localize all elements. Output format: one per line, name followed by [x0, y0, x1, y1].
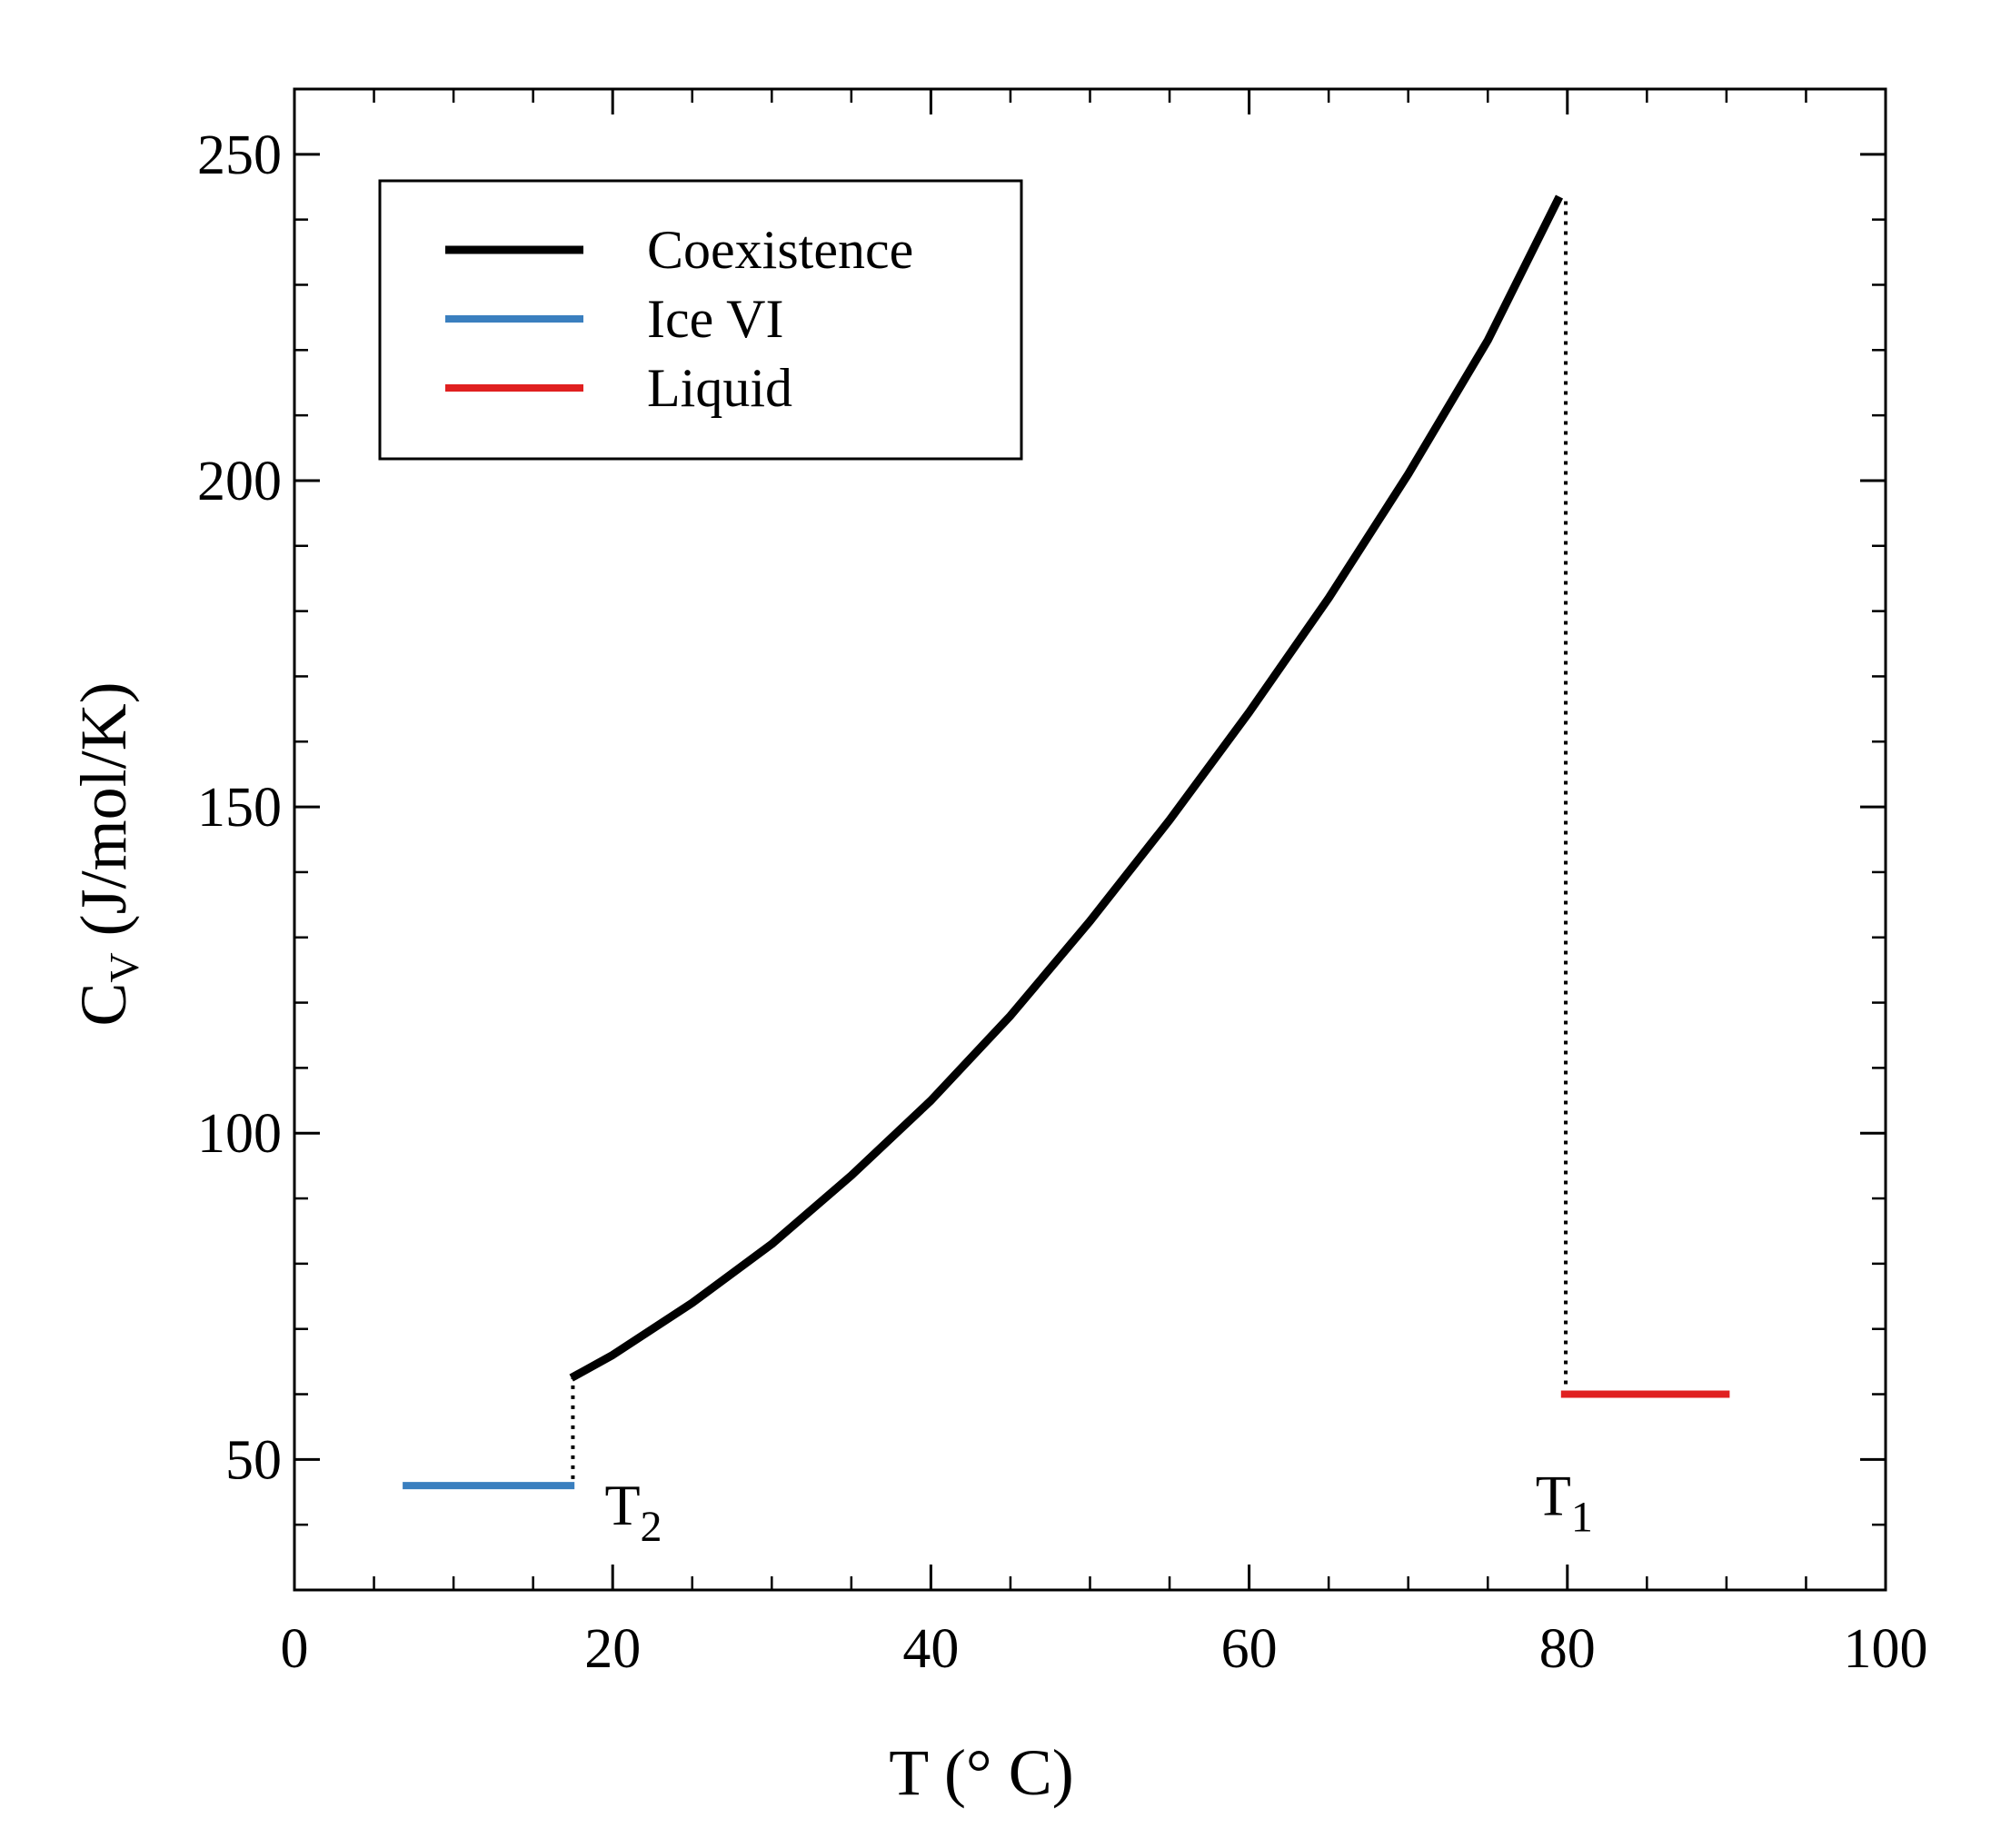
x-axis-title: T (° C)	[889, 1736, 1073, 1809]
series-line-coexistence	[569, 194, 1564, 1382]
legend-label-coexistence: Coexistence	[647, 220, 913, 280]
x-tick-label: 40	[902, 1618, 959, 1680]
y-axis-title-units: (J/mol/K)	[67, 681, 140, 952]
y-tick-label: 250	[197, 124, 282, 186]
y-tick-label: 50	[225, 1429, 282, 1491]
y-axis-title-main: C	[67, 983, 140, 1027]
x-tick-label: 20	[584, 1618, 641, 1680]
axes-layer: 0 20 40 60 80 100 50 100 150 200 250	[197, 87, 1928, 1680]
annotation-T2-main: T	[604, 1473, 640, 1537]
x-tick-label: 100	[1844, 1618, 1928, 1680]
y-tick-label: 100	[197, 1103, 282, 1165]
annotation-T1: T1	[1536, 1463, 1593, 1541]
x-tick-label: 80	[1539, 1618, 1596, 1680]
x-tick-label: 0	[281, 1618, 309, 1680]
y-axis-title: CV (J/mol/K)	[67, 681, 147, 1026]
annotation-T2: T2	[604, 1473, 662, 1551]
y-tick-label: 200	[197, 451, 282, 512]
legend: Coexistence Ice VI Liquid	[378, 179, 1023, 461]
annotation-T2-subscript: 2	[641, 1503, 662, 1551]
legend-label-ice-vi: Ice VI	[647, 289, 783, 349]
x-tick-label: 60	[1221, 1618, 1278, 1680]
y-tick-label: 150	[197, 777, 282, 839]
legend-label-liquid: Liquid	[647, 358, 792, 418]
y-axis-title-subscript: V	[101, 952, 147, 982]
plot-layer: T2 T1	[403, 194, 1730, 1551]
annotation-T1-main: T	[1536, 1463, 1571, 1527]
annotation-T1-subscript: 1	[1571, 1493, 1593, 1541]
